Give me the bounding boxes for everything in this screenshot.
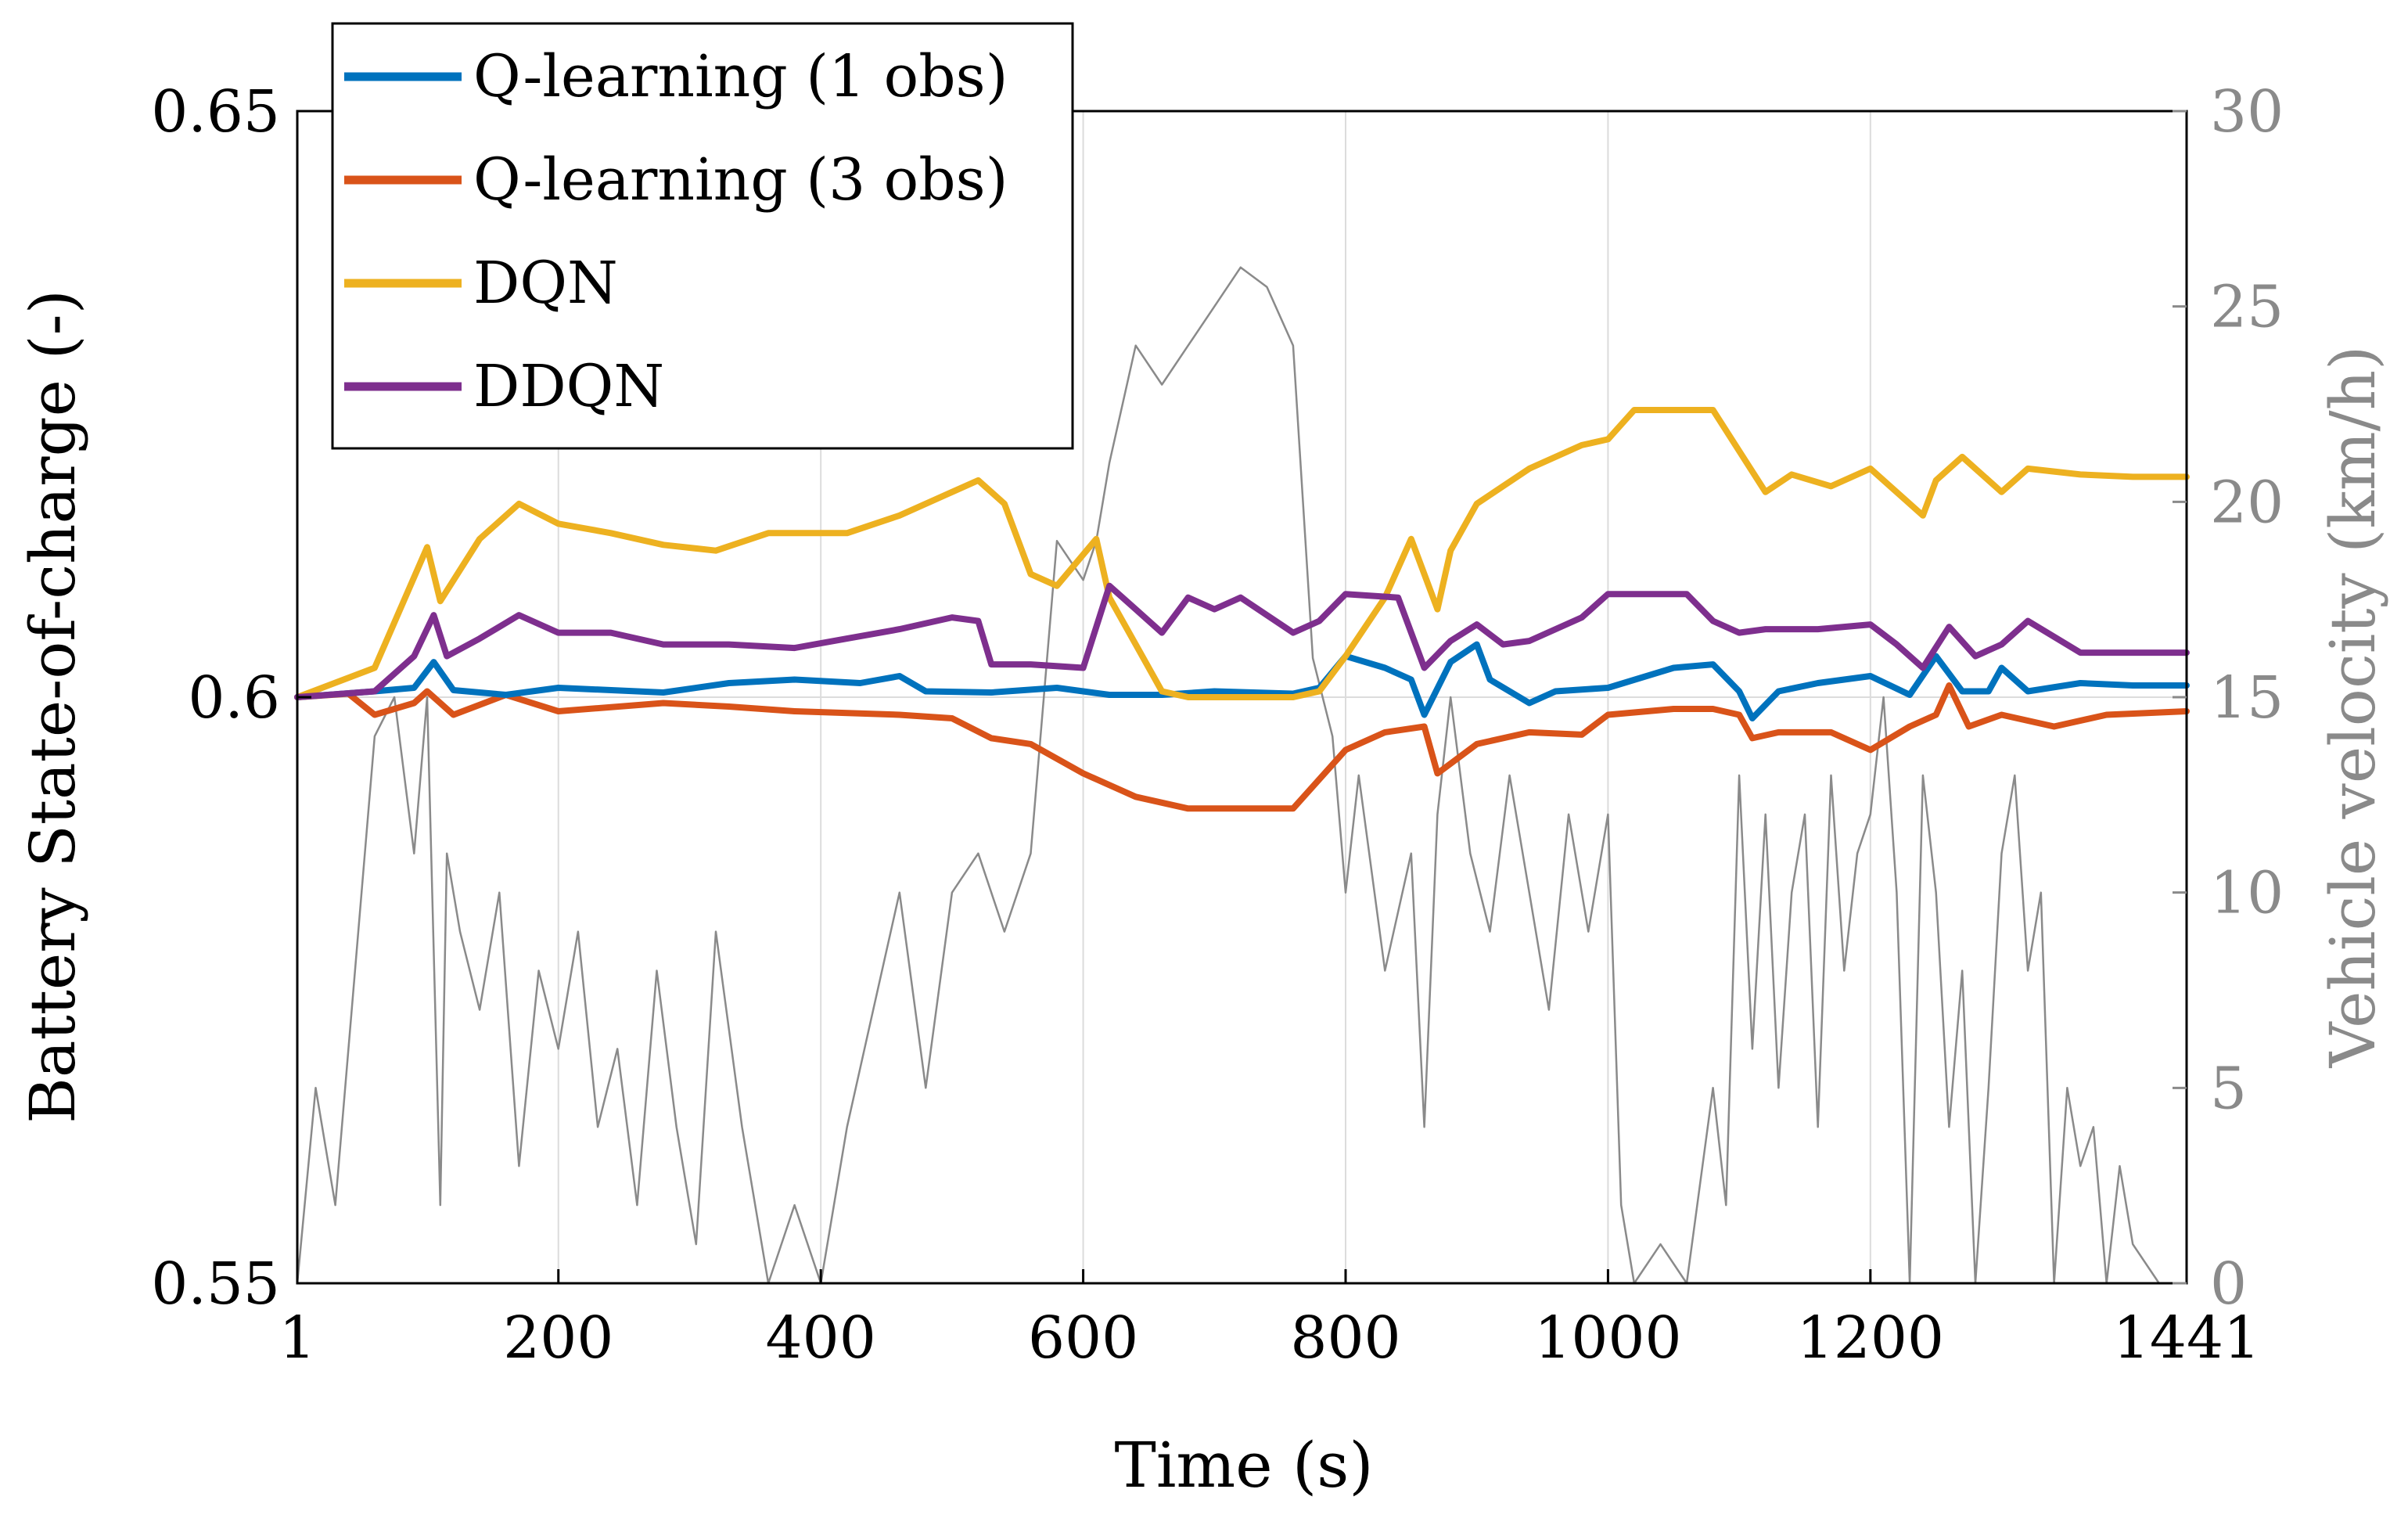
y2-tick-label: 15 xyxy=(2210,664,2284,732)
x-tick-label: 1200 xyxy=(1797,1304,1944,1372)
legend: Q-learning (1 obs) Q-learning (3 obs) DQ… xyxy=(331,22,1074,450)
y-tick-label: 0.6 xyxy=(188,664,280,732)
x-axis-label: Time (s) xyxy=(1114,1429,1373,1502)
legend-label-q3: Q-learning (3 obs) xyxy=(473,146,1008,214)
x-tick-label: 600 xyxy=(1028,1304,1138,1372)
y-axis-label: Battery State-of-charge (-) xyxy=(16,290,89,1124)
legend-box xyxy=(331,22,1074,450)
y2-tick-label: 20 xyxy=(2210,469,2284,536)
series-line-vehicle-velocity xyxy=(296,266,2188,1285)
series-line-ddqn xyxy=(294,582,2190,700)
series-layer xyxy=(294,266,2190,1285)
series-line-dqn xyxy=(294,407,2190,700)
y2-tick-label: 0 xyxy=(2210,1250,2247,1318)
x-tick-label: 1441 xyxy=(2113,1304,2260,1372)
y2-tick-label: 30 xyxy=(2210,78,2284,146)
x-tick-label: 1000 xyxy=(1534,1304,1681,1372)
series-line-q-learning-3-obs xyxy=(294,682,2190,812)
y2-tick-label: 10 xyxy=(2210,860,2284,927)
y-tick-label: 0.65 xyxy=(151,78,280,146)
x-tick-label: 800 xyxy=(1290,1304,1400,1372)
tick-layer: 1 200 400 600 800 1000 1200 14410.550.60.650510… xyxy=(151,78,2284,1372)
y-tick-label: 0.55 xyxy=(151,1250,280,1318)
y2-tick-label: 5 xyxy=(2210,1055,2247,1122)
x-tick-label: 400 xyxy=(766,1304,876,1372)
legend-label-dqn: DQN xyxy=(473,250,618,317)
legend-label-q1: Q-learning (1 obs) xyxy=(473,43,1008,110)
series-line-q-learning-1-obs xyxy=(294,641,2190,721)
y2-tick-label: 25 xyxy=(2210,274,2284,341)
x-tick-label: 1 xyxy=(279,1304,315,1372)
legend-label-ddqn: DDQN xyxy=(473,353,664,420)
x-tick-label: 200 xyxy=(503,1304,613,1372)
y2-axis-label: Vehicle velocity (km/h) xyxy=(2316,346,2389,1069)
